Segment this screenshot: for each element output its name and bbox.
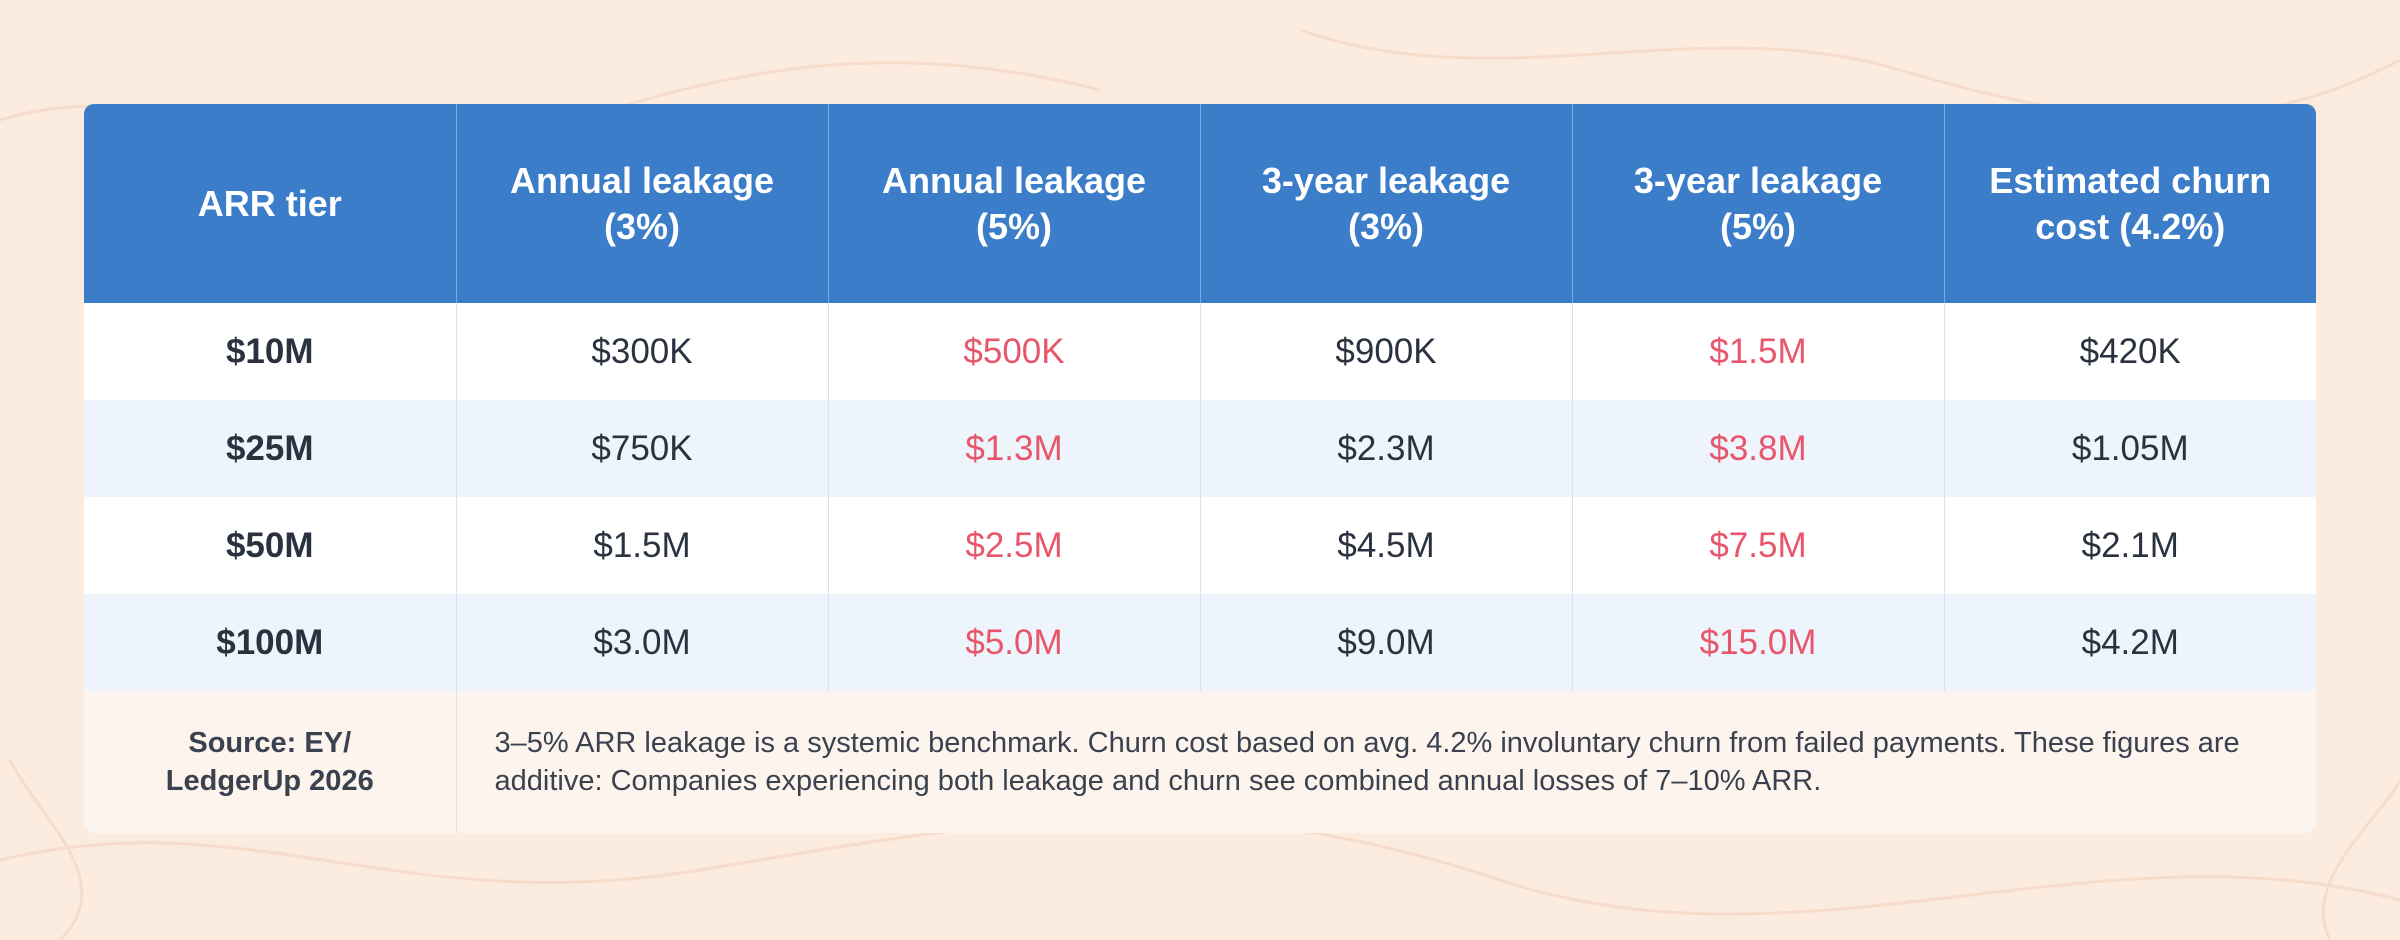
contour: [2321, 779, 2400, 940]
cell: $9.0M: [1199, 594, 1572, 691]
cell: $900K: [1199, 303, 1572, 400]
cell: $15.0M: [1571, 594, 1944, 691]
cell: $750K: [455, 400, 828, 497]
column-header: Annual leakage (3%): [455, 104, 828, 303]
cell: $4.5M: [1199, 497, 1572, 594]
table-row: $25M $750K $1.3M $2.3M $3.8M $1.05M: [84, 400, 2316, 497]
row-header: $50M: [225, 525, 314, 565]
cell: $2.3M: [1199, 400, 1572, 497]
column-header: 3-year leakage (5%): [1571, 104, 1944, 303]
table-row: $10M $300K $500K $900K $1.5M $420K: [84, 303, 2316, 400]
contour: [8, 759, 84, 940]
leakage-table: ARR tier Annual leakage (3%) Annual leakag…: [84, 104, 2316, 833]
cell: $1.05M: [1943, 400, 2316, 497]
cell: $1.5M: [455, 497, 828, 594]
row-header: $10M: [225, 331, 314, 371]
table-card: ARR tier Annual leakage (3%) Annual leakag…: [84, 104, 2316, 833]
cell: $420K: [1943, 303, 2316, 400]
cell: $2.5M: [827, 497, 1200, 594]
table-body: $10M $300K $500K $900K $1.5M $420K $25M $750K $1…: [84, 303, 2316, 691]
header-row: ARR tier Annual leakage (3%) Annual leakag…: [84, 104, 2316, 303]
footer-row: Source: EY/ LedgerUp 2026 3–5% ARR leaka…: [84, 691, 2316, 833]
column-header: 3-year leakage (3%): [1199, 104, 1572, 303]
row-header: $25M: [84, 400, 456, 497]
cell: $3.8M: [1571, 400, 1944, 497]
table-row: $50M $1.5M $2.5M $4.5M $7.5M $2.1M: [84, 497, 2316, 594]
cell: $1.5M: [1571, 303, 1944, 400]
cell: $7.5M: [1571, 497, 1944, 594]
cell: $2.1M: [1943, 497, 2316, 594]
cell: $300K: [455, 303, 828, 400]
column-header: Annual leakage (5%): [827, 104, 1200, 303]
column-header: Estimated churn cost (4.2%): [1943, 104, 2316, 303]
cell: $5.0M: [827, 594, 1200, 691]
note: 3–5% ARR leakage is a systemic benchmark…: [455, 691, 2316, 833]
row-header: $100M: [84, 594, 456, 691]
column-header: ARR tier: [84, 104, 456, 303]
cell: $4.2M: [1943, 594, 2316, 691]
table-row: $100M $3.0M $5.0M $9.0M $15.0M $4.2M: [84, 594, 2316, 691]
cell: $500K: [827, 303, 1200, 400]
cell: $3.0M: [455, 594, 828, 691]
cell: $1.3M: [827, 400, 1200, 497]
source: Source: EY/ LedgerUp 2026: [84, 691, 456, 833]
